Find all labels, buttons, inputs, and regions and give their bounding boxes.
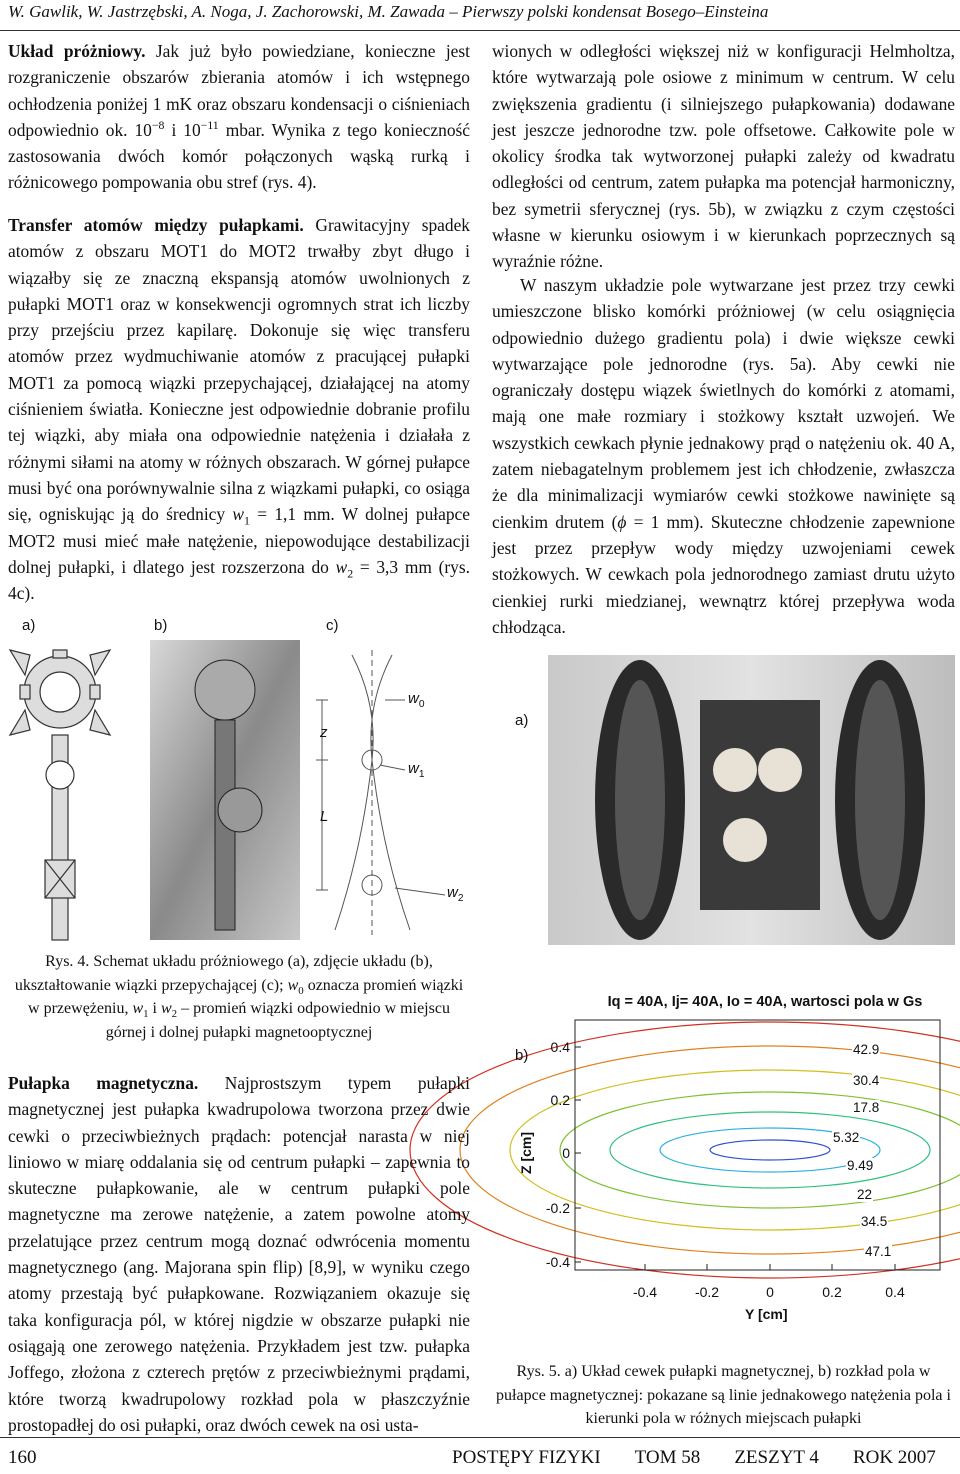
x-tick-label: 0.2 <box>822 1284 842 1300</box>
contour-label: 47.1 <box>864 1244 893 1259</box>
text-run: 2 <box>347 566 354 581</box>
text-run: = 3,3 mm (rys. 4c). <box>8 556 470 604</box>
panel-label: c) <box>326 617 339 634</box>
beam-label: w2 <box>447 884 464 904</box>
running-title: W. Gawlik, W. Jastrzębski, A. Noga, J. Z… <box>8 2 769 21</box>
y-tick-label: 0 <box>562 1145 570 1161</box>
text-run: – promień wiązki odpowiednio w miejscu g… <box>105 1000 450 1041</box>
field-plot <box>409 1019 960 1279</box>
page-number: 160 <box>8 1447 37 1468</box>
text-run: w <box>161 1000 172 1017</box>
text-run: L <box>320 808 329 825</box>
text-run: w <box>132 1000 144 1017</box>
beam-label: w0 <box>408 690 425 710</box>
text-run: 2 <box>457 893 464 904</box>
text-run: = 1 mm). Skuteczne chłodzenie zapewnione… <box>492 511 955 637</box>
volume: TOM 58 <box>634 1447 701 1468</box>
text-run: w <box>447 884 458 901</box>
beam-label: z <box>320 724 328 741</box>
y-tick-label: -0.4 <box>545 1254 570 1270</box>
footer-rule <box>0 1437 960 1438</box>
contour-label: 17.8 <box>852 1100 881 1115</box>
text-run: 1 <box>418 769 425 780</box>
paragraph: W naszym układzie pole wytwarzane jest p… <box>492 272 955 640</box>
text-run: W naszym układzie pole wytwarzane jest p… <box>492 275 955 532</box>
text-run: oznacza promień wiązki w przewężeniu, <box>28 976 464 1018</box>
text-run: 0 <box>298 984 304 997</box>
coil-detail <box>595 660 925 940</box>
text-run: 2 <box>171 1008 178 1021</box>
paragraph: wionych w odległości większej niż w konf… <box>492 38 955 275</box>
photo-detail <box>194 659 263 931</box>
y-tick-label: 0.4 <box>550 1039 570 1055</box>
header-rule <box>0 30 960 31</box>
text-run: Rys. 5. a) Układ cewek pułapki magnetycz… <box>496 1363 951 1427</box>
paragraph: Transfer atomów między pułapkami. Grawit… <box>8 212 470 606</box>
text-run: Najprostszym typem pułapki magnetycznej … <box>8 1073 470 1435</box>
text-run: Pułapka magnetyczna. <box>8 1073 199 1093</box>
x-tick-label: 0 <box>766 1284 774 1300</box>
text-run: = 1,1 mm. W dolnej pułapce MOT2 musi mie… <box>8 504 470 577</box>
text-run: w <box>232 504 244 525</box>
text-run: i <box>148 1000 161 1017</box>
text-run: Transfer atomów między pułapkami. <box>8 215 304 235</box>
beam-label: w1 <box>408 760 425 780</box>
text-run: Grawitacyjny spadek atomów z obszaru MOT… <box>8 215 470 525</box>
y-tick-label: -0.2 <box>545 1200 570 1216</box>
figure-caption: Rys. 5. a) Układ cewek pułapki magnetycz… <box>492 1360 955 1431</box>
beam-label: L <box>320 808 328 825</box>
text-run: −8 <box>151 118 165 133</box>
footer-info: POSTĘPY FIZYKI TOM 58 ZESZYT 4 ROK 2007 <box>452 1447 936 1469</box>
panel-label: b) <box>515 1047 529 1064</box>
y-tick-label: 0.2 <box>550 1092 570 1108</box>
text-run: ϕ <box>617 511 627 532</box>
year: ROK 2007 <box>852 1447 936 1468</box>
figure-caption: Rys. 4. Schemat układu próżniowego (a), … <box>8 950 470 1044</box>
text-run: z <box>320 724 328 741</box>
contour-label: 34.5 <box>860 1214 889 1229</box>
x-tick-label: 0.4 <box>885 1284 905 1300</box>
panel-label: a) <box>22 617 36 634</box>
text-run: wionych w odległości większej niż w konf… <box>492 41 955 272</box>
vacuum-schematic <box>8 649 112 941</box>
issue: ZESZYT 4 <box>734 1447 819 1468</box>
text-run: w <box>408 690 419 707</box>
contour-label: 42.9 <box>852 1042 881 1057</box>
beam-profile <box>316 650 446 935</box>
panel-label: a) <box>515 712 529 729</box>
paragraph: Układ próżniowy. Jak już było powiedzian… <box>8 38 470 196</box>
text-run: 1 <box>143 1008 149 1021</box>
text-run: Jak już było powiedziane, konieczne jest… <box>8 41 470 140</box>
text-run: w <box>287 976 299 994</box>
journal-name: POSTĘPY FIZYKI <box>452 1447 601 1468</box>
contour-label: 22 <box>856 1187 874 1202</box>
text-run: w <box>335 556 348 577</box>
text-run: w <box>408 760 419 777</box>
x-tick-label: -0.2 <box>694 1284 720 1300</box>
paragraph: Pułapka magnetyczna. Najprostszym typem … <box>8 1070 470 1438</box>
contour-label: 5.32 <box>832 1130 861 1145</box>
y-axis-label: Z [cm] <box>518 1132 534 1174</box>
contour-label: 30.4 <box>852 1073 881 1088</box>
x-axis-label: Y [cm] <box>745 1306 788 1322</box>
text-run: Układ próżniowy. <box>8 41 146 61</box>
text-run: 1 <box>243 513 250 528</box>
contour-label: 9.49 <box>846 1158 875 1173</box>
text-run: 0 <box>418 699 425 710</box>
text-run: −11 <box>200 118 219 133</box>
text-run: mbar. Wynika z tego konieczność zastosow… <box>8 119 470 193</box>
panel-label: b) <box>154 617 168 634</box>
text-run: Rys. 4. Schemat układu próżniowego (a), … <box>14 953 433 994</box>
plot-title: Iq = 40A, Ij= 40A, Io = 40A, wartosci po… <box>607 994 923 1010</box>
text-run: i 10 <box>164 119 201 140</box>
x-tick-label: -0.4 <box>632 1284 658 1300</box>
